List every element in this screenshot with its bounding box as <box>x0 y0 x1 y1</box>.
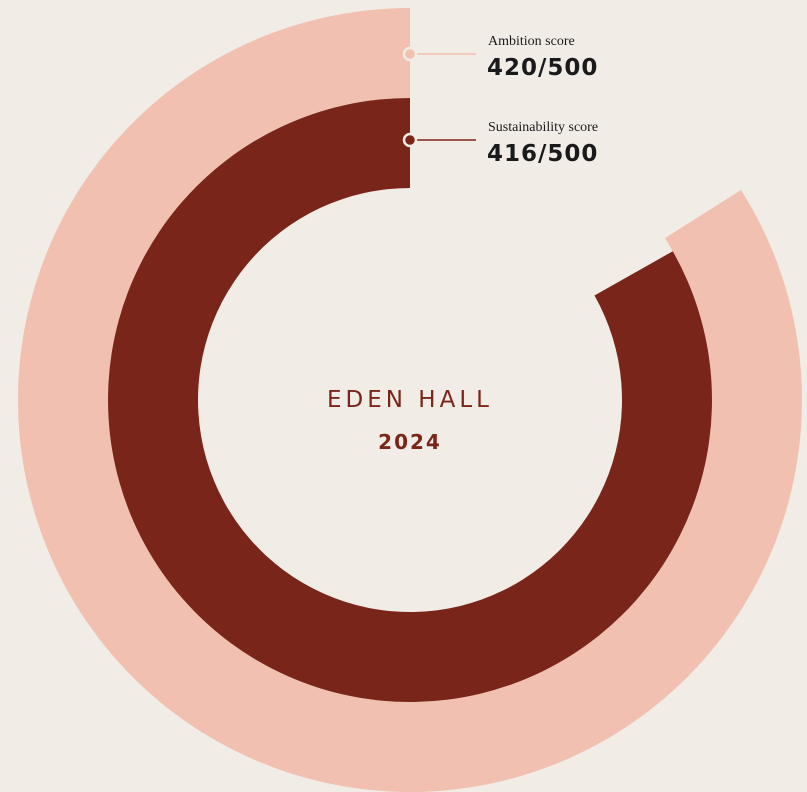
category-label: Ambition score <box>488 34 575 49</box>
marker <box>402 46 418 62</box>
arcs <box>18 8 803 792</box>
chart-subtitle: 2024 <box>378 430 442 454</box>
chart-title: EDEN HALL <box>327 387 493 413</box>
category-label: Sustainability score <box>488 120 598 135</box>
value-label: 420/500 <box>487 55 598 81</box>
arc <box>107 98 713 702</box>
marker <box>402 132 418 148</box>
value-label: 416/500 <box>487 141 598 167</box>
